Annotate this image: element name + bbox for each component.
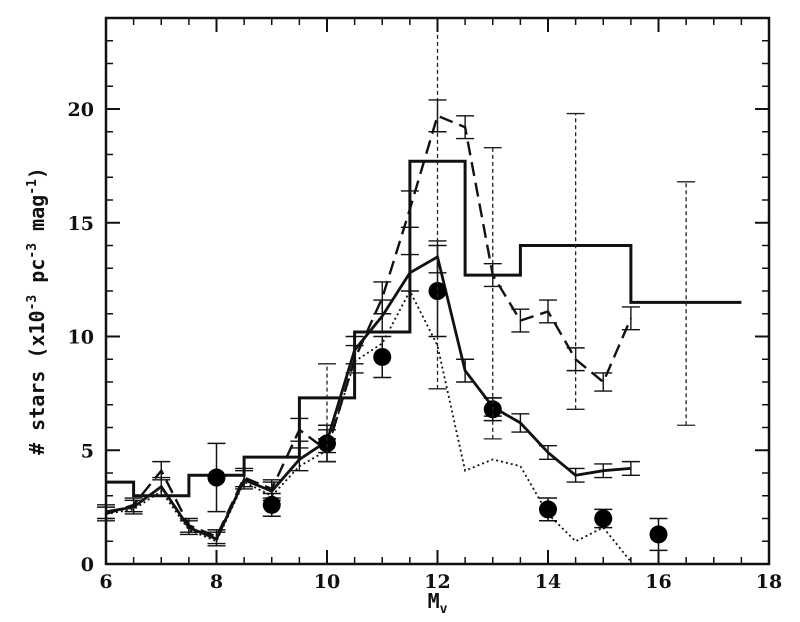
- y-tick-label: 10: [68, 327, 94, 349]
- plot-content: [97, 17, 742, 563]
- y-tick-label: 0: [81, 554, 94, 576]
- axes: 6 8 10 12 14 16 18 0 5 10 15 20: [68, 18, 782, 593]
- x-tick-label: 6: [99, 571, 112, 593]
- data-point: [539, 500, 557, 519]
- data-point: [318, 434, 336, 453]
- histogram-series: [106, 159, 742, 498]
- y-tick-label: 5: [81, 440, 94, 462]
- x-tick-label: 18: [756, 571, 782, 593]
- data-point: [428, 282, 447, 300]
- x-tick-label: 10: [314, 571, 340, 593]
- data-point: [207, 468, 226, 487]
- data-point: [594, 509, 613, 528]
- data-point: [373, 347, 392, 366]
- y-tick-label: 20: [68, 99, 94, 121]
- x-axis-title: Mv: [428, 589, 448, 617]
- x-tick-label: 12: [424, 571, 450, 593]
- data-point: [262, 495, 281, 514]
- x-tick-label: 16: [645, 571, 671, 593]
- solid-series: [105, 254, 632, 541]
- y-tick-label: 15: [68, 213, 94, 235]
- x-tick-label: 8: [210, 571, 223, 593]
- y-axis-title: # stars (x10-3 pc-3 mag-1): [25, 167, 49, 455]
- x-tick-label: 14: [535, 571, 561, 593]
- dashed-series: [105, 114, 633, 539]
- data-point: [649, 525, 668, 544]
